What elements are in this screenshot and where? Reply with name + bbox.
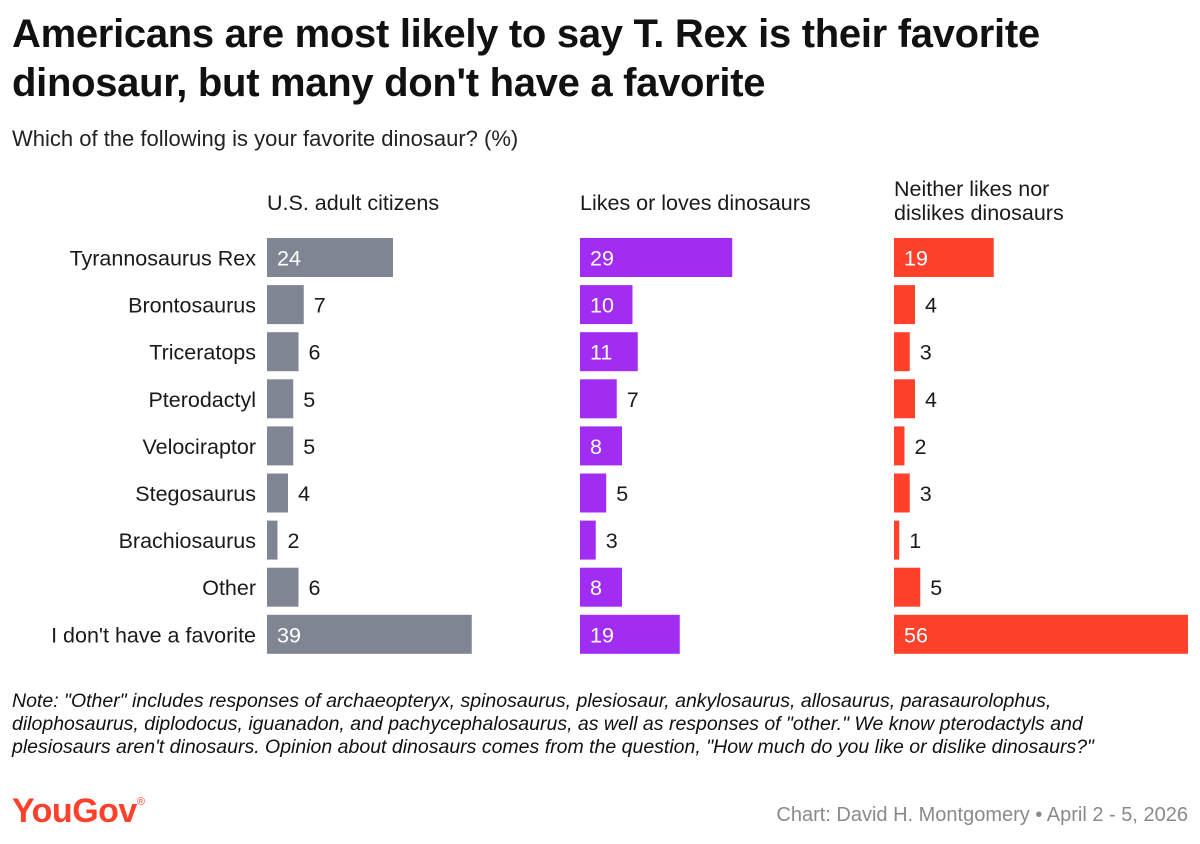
bar <box>580 520 596 560</box>
bar <box>580 238 733 277</box>
bar <box>580 379 617 419</box>
bar <box>267 567 299 607</box>
bar <box>894 238 994 277</box>
bar <box>580 473 607 513</box>
data-label: 1 <box>909 529 921 553</box>
data-label: 4 <box>925 388 937 412</box>
data-label: 6 <box>309 576 321 600</box>
data-label: 56 <box>904 623 928 647</box>
yougov-logo: YouGov® <box>12 792 145 830</box>
bar <box>894 614 1188 654</box>
bar <box>267 332 299 372</box>
bar <box>267 614 472 654</box>
category-label: Pterodactyl <box>148 388 256 412</box>
bar <box>580 332 638 372</box>
category-label: Stegosaurus <box>135 482 256 506</box>
data-label: 7 <box>627 388 639 412</box>
bar <box>894 285 915 325</box>
bar <box>267 473 288 513</box>
bar <box>894 426 905 466</box>
bar <box>580 426 622 466</box>
data-label: 4 <box>298 482 310 506</box>
data-label: 29 <box>590 247 614 271</box>
bar <box>894 379 915 419</box>
chart-credit: Chart: David H. Montgomery • April 2 - 5… <box>776 804 1188 826</box>
series-header: dislikes dinosaurs <box>894 201 1064 225</box>
data-label: 19 <box>590 623 614 647</box>
data-label: 3 <box>920 341 932 365</box>
data-label: 5 <box>616 482 628 506</box>
category-label: Brachiosaurus <box>119 529 256 553</box>
bar <box>267 379 294 419</box>
bar <box>267 285 304 325</box>
data-label: 11 <box>590 341 612 365</box>
data-label: 4 <box>925 294 937 318</box>
data-label: 3 <box>606 529 618 553</box>
bar <box>894 473 910 513</box>
data-label: 8 <box>590 576 602 600</box>
series-header: U.S. adult citizens <box>267 191 439 215</box>
bar <box>894 520 900 560</box>
bar <box>894 567 921 607</box>
bar-chart: Tyrannosaurus Rex Brontosaurus Triceratops… <box>51 177 1188 654</box>
data-label: 5 <box>930 576 942 600</box>
data-label: 2 <box>288 529 300 553</box>
bar <box>267 426 294 466</box>
data-label: 5 <box>303 435 315 459</box>
category-label: Velociraptor <box>142 435 256 459</box>
bar <box>580 567 622 607</box>
bar <box>580 285 633 325</box>
chart-subtitle: Which of the following is your favorite … <box>12 126 519 151</box>
category-label: Tyrannosaurus Rex <box>70 247 257 271</box>
data-label: 39 <box>277 623 301 647</box>
data-label: 24 <box>277 247 301 271</box>
bar <box>580 614 680 654</box>
category-label: Triceratops <box>149 341 256 365</box>
data-label: 5 <box>303 388 315 412</box>
bar <box>267 520 278 560</box>
chart-title: Americans are most likely to say T. Rex … <box>12 12 1040 105</box>
bar <box>267 238 393 277</box>
data-label: 6 <box>309 341 321 365</box>
data-label: 3 <box>920 482 932 506</box>
data-label: 8 <box>590 435 602 459</box>
category-label: Other <box>202 576 256 600</box>
data-label: 2 <box>915 435 927 459</box>
logo-text: YouGov <box>12 792 137 830</box>
data-label: 10 <box>590 294 614 318</box>
series-header: Likes or loves dinosaurs <box>580 191 811 215</box>
chart-note: Note: "Other" includes responses of arch… <box>12 690 1094 758</box>
category-label: Brontosaurus <box>128 294 256 318</box>
data-label: 19 <box>904 247 928 271</box>
category-label: I don't have a favorite <box>51 623 256 647</box>
bar <box>894 332 910 372</box>
series-header: Neither likes nor <box>894 177 1049 201</box>
data-label: 7 <box>314 294 326 318</box>
